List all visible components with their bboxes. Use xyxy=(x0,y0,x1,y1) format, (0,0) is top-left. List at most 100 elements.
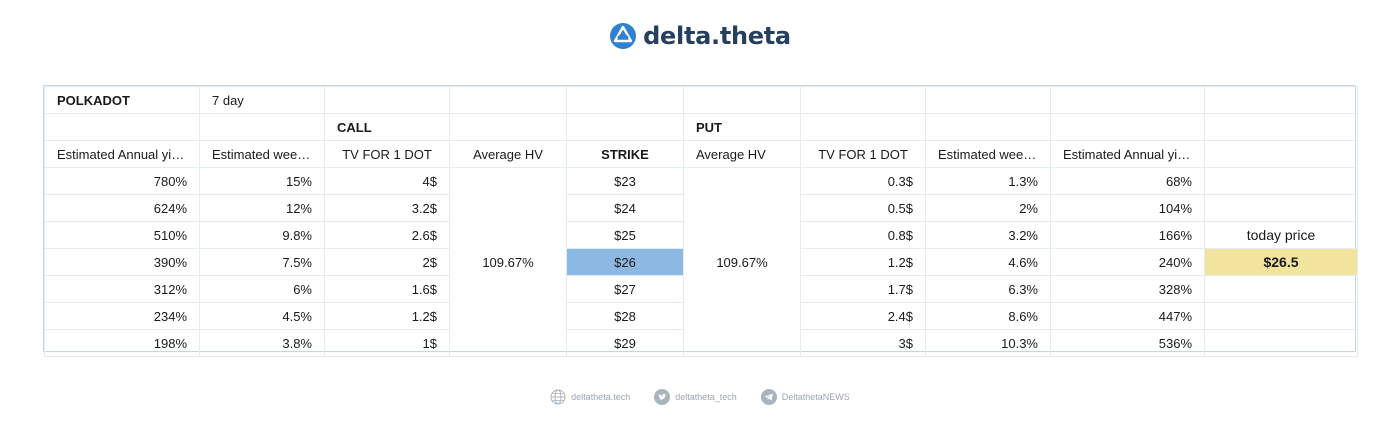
strike-cell-highlighted: $26 xyxy=(566,248,684,276)
empty-cell xyxy=(925,113,1051,141)
empty-cell xyxy=(449,113,567,141)
options-table-container: POLKADOT 7 day CALL xyxy=(43,85,1358,357)
put-annual-cell: 536% xyxy=(1050,329,1205,357)
table-row: CALL PUT xyxy=(44,113,1358,141)
empty-cell xyxy=(1204,113,1358,141)
empty-cell xyxy=(1204,302,1358,330)
empty-cell xyxy=(1204,140,1358,168)
call-annual-cell: 234% xyxy=(44,302,200,330)
empty-cell xyxy=(1050,86,1205,114)
footer-links: deltatheta.tech deltatheta_tech Deltathe… xyxy=(0,389,1400,405)
globe-icon xyxy=(550,389,566,405)
strike-cell: $28 xyxy=(566,302,684,330)
header-put-tv: TV FOR 1 DOT xyxy=(800,140,926,168)
call-weekly-cell: 9.8% xyxy=(199,221,325,249)
call-annual-cell: 624% xyxy=(44,194,200,222)
put-annual-cell: 447% xyxy=(1050,302,1205,330)
put-tv-cell: 1.7$ xyxy=(800,275,926,303)
strike-cell: $24 xyxy=(566,194,684,222)
call-annual-cell: 780% xyxy=(44,167,200,195)
put-annual-cell: 104% xyxy=(1050,194,1205,222)
empty-cell xyxy=(925,86,1051,114)
put-section-label: PUT xyxy=(683,113,801,141)
empty-cell xyxy=(1050,113,1205,141)
call-tv-cell: 1$ xyxy=(324,329,450,357)
header-call-tv: TV FOR 1 DOT xyxy=(324,140,450,168)
header-call-hv: Average HV xyxy=(449,140,567,168)
call-weekly-cell: 3.8% xyxy=(199,329,325,357)
put-tv-cell: 0.3$ xyxy=(800,167,926,195)
call-tv-cell: 4$ xyxy=(324,167,450,195)
call-tv-cell: 1.2$ xyxy=(324,302,450,330)
call-annual-cell: 198% xyxy=(44,329,200,357)
put-tv-cell: 1.2$ xyxy=(800,248,926,276)
call-annual-cell: 312% xyxy=(44,275,200,303)
call-tv-cell: 3.2$ xyxy=(324,194,450,222)
table-row: 312% 6% 1.6$ $27 1.7$ 6.3% 328% xyxy=(44,275,1358,303)
call-annual-cell: 510% xyxy=(44,221,200,249)
footer-website-text: deltatheta.tech xyxy=(571,392,631,402)
header-call-weekly: Estimated weekly xyxy=(199,140,325,168)
call-weekly-cell: 6% xyxy=(199,275,325,303)
put-weekly-cell: 6.3% xyxy=(925,275,1051,303)
table-row: 510% 9.8% 2.6$ $25 0.8$ 3.2% 166% today … xyxy=(44,221,1358,249)
table-row: POLKADOT 7 day xyxy=(44,86,1358,114)
call-annual-cell: 390% xyxy=(44,248,200,276)
put-tv-cell: 2.4$ xyxy=(800,302,926,330)
period-label: 7 day xyxy=(199,86,325,114)
call-tv-cell: 2$ xyxy=(324,248,450,276)
strike-cell: $23 xyxy=(566,167,684,195)
empty-cell xyxy=(1204,86,1358,114)
header-strike: STRIKE xyxy=(566,140,684,168)
call-average-hv: 109.67% xyxy=(449,167,567,357)
brand-logo: delta.theta xyxy=(0,22,1400,50)
strike-cell: $29 xyxy=(566,329,684,357)
table-header-row: Estimated Annual yield Estimated weekly … xyxy=(44,140,1358,168)
empty-cell xyxy=(1204,275,1358,303)
footer-telegram-link[interactable]: DeltathetaNEWS xyxy=(760,389,850,405)
empty-cell xyxy=(1204,194,1358,222)
brand-name: delta.theta xyxy=(643,22,791,50)
empty-cell xyxy=(566,113,684,141)
put-weekly-cell: 8.6% xyxy=(925,302,1051,330)
asset-name: POLKADOT xyxy=(44,86,200,114)
empty-cell xyxy=(1204,167,1358,195)
strike-cell: $27 xyxy=(566,275,684,303)
today-price-value: $26.5 xyxy=(1204,248,1358,276)
header-call-annual: Estimated Annual yield xyxy=(44,140,200,168)
call-weekly-cell: 15% xyxy=(199,167,325,195)
twitter-icon xyxy=(654,389,671,405)
call-weekly-cell: 12% xyxy=(199,194,325,222)
put-annual-cell: 328% xyxy=(1050,275,1205,303)
strike-cell: $25 xyxy=(566,221,684,249)
header-put-annual: Estimated Annual yield xyxy=(1050,140,1205,168)
empty-cell xyxy=(449,86,567,114)
empty-cell xyxy=(566,86,684,114)
header-put-hv: Average HV xyxy=(683,140,801,168)
empty-cell xyxy=(800,113,926,141)
put-weekly-cell: 3.2% xyxy=(925,221,1051,249)
footer-twitter-link[interactable]: deltatheta_tech xyxy=(654,389,737,405)
put-weekly-cell: 2% xyxy=(925,194,1051,222)
put-weekly-cell: 10.3% xyxy=(925,329,1051,357)
call-weekly-cell: 4.5% xyxy=(199,302,325,330)
put-tv-cell: 3$ xyxy=(800,329,926,357)
put-tv-cell: 0.8$ xyxy=(800,221,926,249)
table-row: 198% 3.8% 1$ $29 3$ 10.3% 536% xyxy=(44,329,1358,357)
empty-cell xyxy=(44,113,200,141)
empty-cell xyxy=(199,113,325,141)
put-weekly-cell: 1.3% xyxy=(925,167,1051,195)
empty-cell xyxy=(800,86,926,114)
options-table: POLKADOT 7 day CALL xyxy=(44,86,1358,357)
call-tv-cell: 1.6$ xyxy=(324,275,450,303)
put-weekly-cell: 4.6% xyxy=(925,248,1051,276)
footer-website-link[interactable]: deltatheta.tech xyxy=(550,389,630,405)
put-annual-cell: 68% xyxy=(1050,167,1205,195)
header-put-weekly: Estimated weekly xyxy=(925,140,1051,168)
put-annual-cell: 166% xyxy=(1050,221,1205,249)
delta-theta-logo-icon xyxy=(610,23,637,49)
put-tv-cell: 0.5$ xyxy=(800,194,926,222)
footer-telegram-text: DeltathetaNEWS xyxy=(781,392,850,402)
table-row: 780% 15% 4$ 109.67% $23 109.67% 0.3$ 1.3… xyxy=(44,167,1358,357)
